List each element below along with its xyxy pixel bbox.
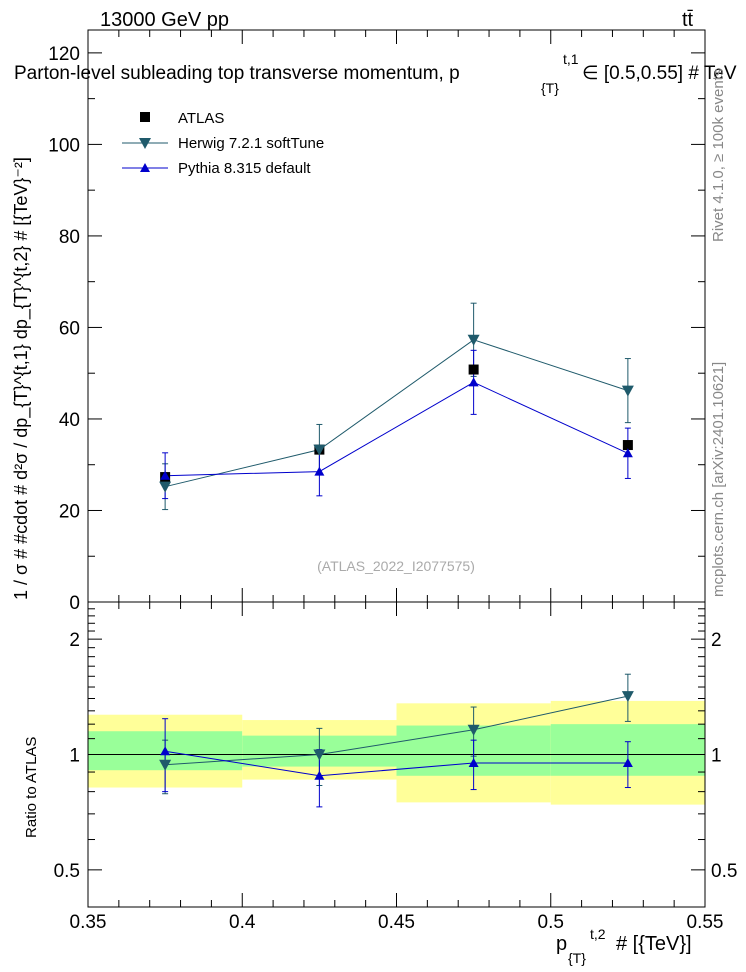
legend-atlas-marker (140, 112, 150, 122)
ratio-axis-ticks: 0.5 0.5 1 1 2 2 0.35 0.4 0.45 0.5 0.55 (54, 601, 737, 933)
ratio-uncertainty-bands (88, 700, 705, 805)
ratio-series-group (159, 673, 634, 808)
legend-herwig-label: Herwig 7.2.1 softTune (178, 135, 324, 152)
title-main: Parton-level subleading top transverse m… (14, 63, 460, 84)
herwig-main-point (467, 334, 480, 346)
ratio-plot-frame (87, 601, 706, 908)
herwig-ratio-point (467, 724, 480, 736)
pythia-ratio-point (314, 770, 325, 780)
pythia-ratio-point (622, 758, 633, 768)
main-ytick-label: 120 (48, 44, 80, 65)
herwig-main-point (313, 444, 326, 456)
pythia-main-point (314, 466, 325, 476)
xtick-label: 0.4 (229, 912, 256, 933)
mcplots-label: mcplots.cern.ch [arXiv:2401.10621] (710, 362, 727, 597)
chart-title: Parton-level subleading top transverse m… (14, 51, 737, 96)
process-label: tt̄ (682, 9, 694, 31)
ratio-ytick-label-left: 0.5 (54, 861, 80, 882)
xlabel-superscript: t,2 (590, 926, 606, 942)
main-ytick-label: 0 (69, 593, 80, 614)
main-ytick-label: 80 (59, 227, 80, 248)
atlas-main-point (468, 364, 479, 375)
atlas-main-point (622, 440, 633, 451)
xtick-label: 0.45 (378, 912, 415, 933)
ratio-ytick-label-right: 2 (711, 630, 722, 651)
legend-pythia-marker (140, 163, 150, 172)
pythia-main-line (165, 381, 629, 477)
xtick-label: 0.55 (687, 912, 724, 933)
ratio-ylabel: Ratio to ATLAS (23, 737, 40, 838)
herwig-main-line (165, 339, 629, 488)
legend: ATLAS Herwig 7.2.1 softTune Pythia 8.315… (122, 110, 324, 177)
herwig-ratio-point (621, 691, 634, 703)
ratio-ytick-label-right: 0.5 (711, 861, 737, 882)
xlabel-tail: # [{TeV}] (616, 933, 692, 955)
main-ytick-label: 100 (48, 135, 80, 156)
main-ytick-label: 40 (59, 410, 80, 431)
legend-herwig-marker (139, 138, 151, 149)
main-ytick-label: 60 (59, 318, 80, 339)
title-superscript: t,1 (563, 51, 579, 67)
analysis-watermark: (ATLAS_2022_I2077575) (317, 558, 475, 574)
herwig-ratio-point (313, 749, 326, 761)
legend-atlas-label: ATLAS (178, 110, 224, 127)
ratio-ytick-label-left: 1 (69, 746, 80, 767)
xtick-label: 0.5 (538, 912, 564, 933)
main-series-group (159, 302, 634, 511)
main-ylabel: 1 / σ # #cdot # d²σ / dp_{T}^{t,1} dp_{T… (11, 157, 32, 600)
pythia-main-point (160, 470, 171, 480)
x-axis-label: p {T} t,2 # [{TeV}] (556, 926, 692, 966)
herwig-ratio-line (165, 695, 628, 766)
ratio-ytick-label-right: 1 (711, 746, 722, 767)
pythia-ratio-point (468, 758, 479, 768)
herwig-main-point (159, 481, 172, 493)
legend-pythia-label: Pythia 8.315 default (178, 160, 311, 177)
pythia-ratio-point (160, 746, 171, 756)
ratio-ytick-label-left: 2 (69, 630, 80, 651)
title-tail: ∈ [0.5,0.55] # TeV (582, 63, 737, 84)
pythia-ratio-line (165, 750, 628, 777)
rivet-label: Rivet 4.1.0, ≥ 100k events (710, 69, 727, 242)
main-ytick-label: 20 (59, 501, 80, 522)
herwig-main-point (621, 385, 634, 397)
title-subscript: {T} (541, 80, 559, 96)
pythia-main-point (468, 377, 479, 387)
pythia-main-point (622, 448, 633, 458)
energy-label: 13000 GeV pp (100, 9, 229, 31)
herwig-ratio-point (159, 759, 172, 771)
xtick-label: 0.35 (70, 912, 107, 933)
xlabel-main: p (556, 933, 567, 955)
xlabel-subscript: {T} (568, 950, 586, 966)
